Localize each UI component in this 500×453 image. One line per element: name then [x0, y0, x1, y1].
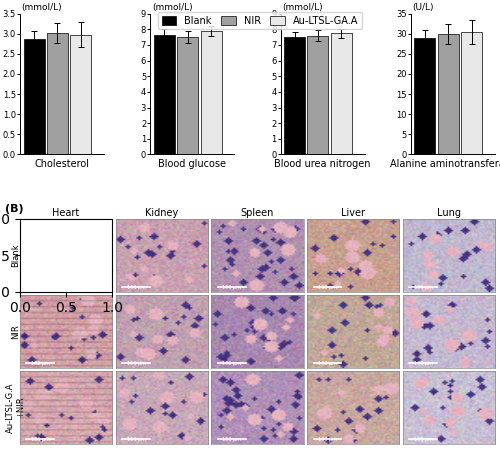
- Bar: [200, 31, 222, 154]
- Bar: [154, 35, 175, 154]
- Bar: [70, 34, 91, 154]
- Text: 100 μm: 100 μm: [31, 437, 50, 442]
- Title: Heart: Heart: [52, 208, 80, 218]
- Bar: [414, 38, 436, 154]
- Text: (mmol/L): (mmol/L): [22, 3, 62, 12]
- Bar: [47, 33, 68, 154]
- Title: Kidney: Kidney: [145, 208, 178, 218]
- Text: 100 μm: 100 μm: [126, 361, 146, 366]
- Text: 100 μm: 100 μm: [318, 284, 337, 289]
- Legend: Blank, NIR, Au-LTSL-GA.A: Blank, NIR, Au-LTSL-GA.A: [158, 12, 362, 29]
- Text: (A): (A): [0, 0, 1, 7]
- X-axis label: Alanine aminotransferase: Alanine aminotransferase: [390, 159, 500, 169]
- Text: 100 μm: 100 μm: [222, 361, 241, 366]
- Title: Lung: Lung: [437, 208, 461, 218]
- Y-axis label: NIR: NIR: [12, 324, 20, 339]
- X-axis label: Blood glucose: Blood glucose: [158, 159, 226, 169]
- Text: 100 μm: 100 μm: [222, 437, 241, 442]
- Bar: [331, 33, 352, 154]
- Bar: [461, 32, 482, 154]
- X-axis label: Cholesterol: Cholesterol: [34, 159, 90, 169]
- Bar: [308, 35, 328, 154]
- Text: 100 μm: 100 μm: [414, 284, 432, 289]
- Bar: [438, 34, 459, 154]
- Text: 100 μm: 100 μm: [318, 437, 337, 442]
- Text: (B): (B): [5, 204, 24, 214]
- Bar: [177, 37, 198, 154]
- Title: Spleen: Spleen: [241, 208, 274, 218]
- Text: (mmol/L): (mmol/L): [152, 3, 192, 12]
- Text: (U/L): (U/L): [412, 3, 434, 12]
- Title: Liver: Liver: [341, 208, 365, 218]
- Text: 100 μm: 100 μm: [31, 361, 50, 366]
- X-axis label: Blood urea nitrogen: Blood urea nitrogen: [274, 159, 371, 169]
- Y-axis label: Blank: Blank: [12, 243, 20, 267]
- Text: 100 μm: 100 μm: [126, 437, 146, 442]
- Bar: [24, 39, 44, 154]
- Text: 100 μm: 100 μm: [414, 437, 432, 442]
- Text: 100 μm: 100 μm: [31, 284, 50, 289]
- Text: 100 μm: 100 μm: [126, 284, 146, 289]
- Text: 100 μm: 100 μm: [222, 284, 241, 289]
- Text: 100 μm: 100 μm: [414, 361, 432, 366]
- Y-axis label: Au-LTSL-G.A
+NIR: Au-LTSL-G.A +NIR: [6, 382, 25, 433]
- Text: 100 μm: 100 μm: [318, 361, 337, 366]
- Bar: [284, 37, 305, 154]
- Text: (mmol/L): (mmol/L): [282, 3, 323, 12]
